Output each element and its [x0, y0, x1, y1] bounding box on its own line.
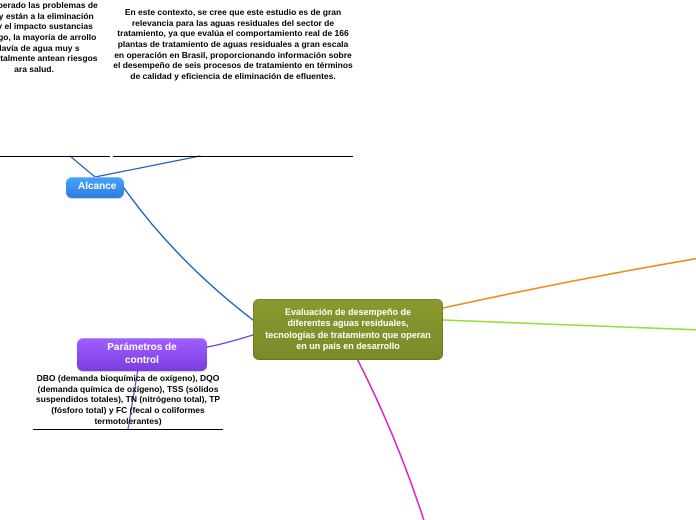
- edge: [443, 258, 696, 308]
- node-alcance[interactable]: Alcance: [66, 177, 124, 198]
- edge: [124, 188, 253, 320]
- text-underline: [113, 156, 353, 157]
- node-parametros[interactable]: Parámetros de control: [77, 338, 207, 371]
- text-underline: [33, 429, 223, 430]
- text-block-context: En este contexto, se cree que este estud…: [113, 7, 353, 81]
- edge: [95, 156, 200, 177]
- text-block-left: han superado las problemas de agua, y es…: [0, 0, 104, 74]
- text-underline: [0, 156, 110, 157]
- text-block-params: DBO (demanda bioquímica de oxígeno), DQO…: [33, 373, 223, 426]
- edge: [207, 335, 253, 347]
- edge: [350, 345, 430, 520]
- edge: [443, 320, 696, 330]
- central-topic[interactable]: Evaluación de desempeño de diferentes ag…: [253, 299, 443, 360]
- edge: [70, 156, 95, 177]
